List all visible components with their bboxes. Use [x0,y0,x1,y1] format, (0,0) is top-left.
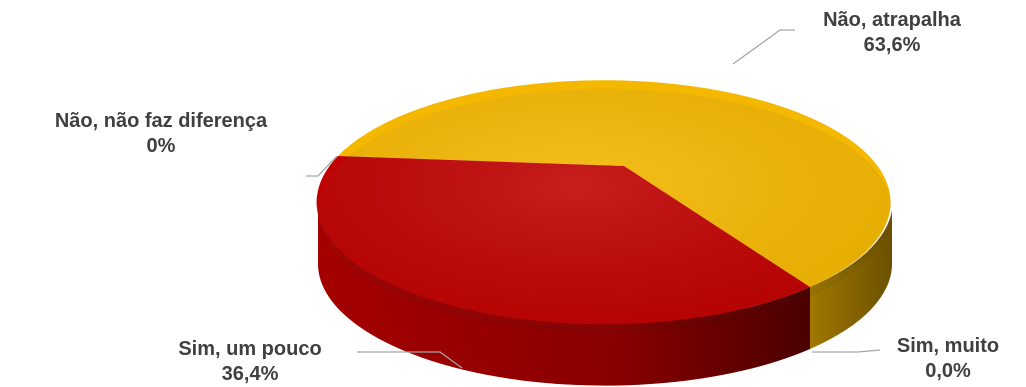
pie-top-shading [318,89,892,333]
pie-side-sim-um-pouco [317,211,810,386]
pie-side-nao-atrapalha [810,211,893,349]
data-label-sim-um-pouco: Sim, um pouco 36,4% [150,337,350,387]
slice-name: Sim, um pouco [178,338,322,360]
leader-line-nao-faz-diferenca [306,155,338,177]
slice-value: 0,0% [925,360,971,382]
slice-name: Não, não faz diferença [54,110,268,132]
leader-line-sim-um-pouco [357,351,463,369]
leader-line-nao-atrapalha [732,29,795,65]
slice-value: 63,6% [863,34,921,56]
slice-value: 0% [146,135,176,157]
slice-name: Sim, muito [896,335,1000,357]
slice-name: Não, atrapalha [823,9,961,31]
leader-line-sim-muito [812,349,881,353]
data-label-sim-muito: Sim, muito 0,0% [878,334,1018,384]
data-label-nao-faz-diferenca: Não, não faz diferença 0% [10,109,312,159]
slice-value: 36,4% [221,363,279,385]
data-label-nao-atrapalha: Não, atrapalha 63,6% [796,8,988,58]
